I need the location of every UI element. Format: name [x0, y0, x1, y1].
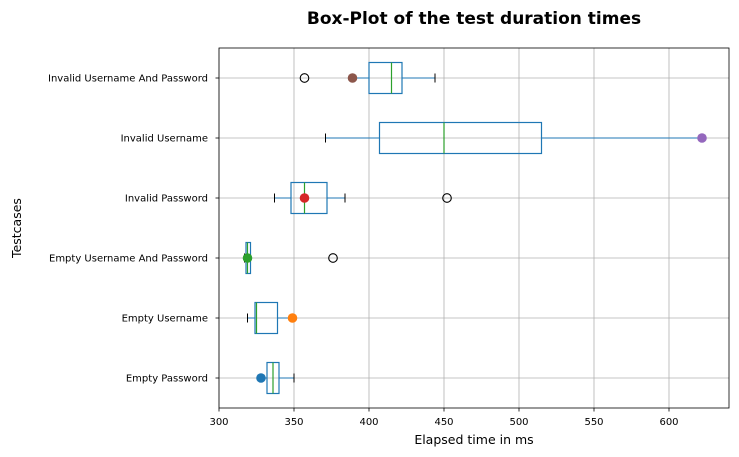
y-tick-label: Empty Username [122, 314, 208, 325]
x-axis-ticks: 300 350 400 450 500 550 600 [209, 408, 679, 428]
y-tick-label: Empty Username And Password [49, 254, 208, 265]
y-tick-label: Invalid Username And Password [48, 74, 208, 85]
observation-marker [256, 373, 266, 383]
grid-lines [218, 48, 729, 408]
box-group [325, 121, 707, 155]
y-axis-label: Testcases [9, 198, 24, 259]
box-group [274, 181, 452, 215]
observation-marker [287, 313, 298, 323]
outlier-point [328, 253, 338, 263]
box-body [254, 301, 279, 335]
box-group [242, 241, 338, 275]
y-tick-label: Invalid Password [125, 194, 208, 205]
outlier-point [299, 73, 310, 83]
x-tick-label: 450 [434, 417, 453, 428]
x-axis-label: Elapsed time in ms [414, 432, 533, 447]
x-tick-label: 500 [509, 417, 528, 428]
box-group [247, 301, 298, 335]
box-group [256, 361, 295, 395]
y-axis-ticks: Empty Password Empty Username Empty Userna… [48, 74, 219, 385]
x-tick-label: 550 [584, 417, 603, 428]
y-tick-label: Empty Password [126, 374, 208, 385]
x-tick-label: 350 [284, 417, 303, 428]
chart-title: Box-Plot of the test duration times [307, 9, 641, 29]
boxes-layer [242, 61, 707, 395]
plot-frame [218, 47, 730, 409]
outlier-point [442, 193, 452, 203]
observation-marker [697, 133, 707, 143]
x-tick-label: 600 [659, 417, 678, 428]
x-tick-label: 300 [209, 417, 228, 428]
x-tick-label: 400 [359, 417, 378, 428]
observation-marker [299, 193, 310, 203]
observation-marker [347, 73, 358, 83]
box-body [378, 121, 543, 155]
box-body [368, 61, 403, 95]
box-body [290, 181, 328, 215]
observation-marker [242, 253, 253, 263]
box-group [299, 61, 436, 95]
y-tick-label: Invalid Username [121, 134, 208, 145]
